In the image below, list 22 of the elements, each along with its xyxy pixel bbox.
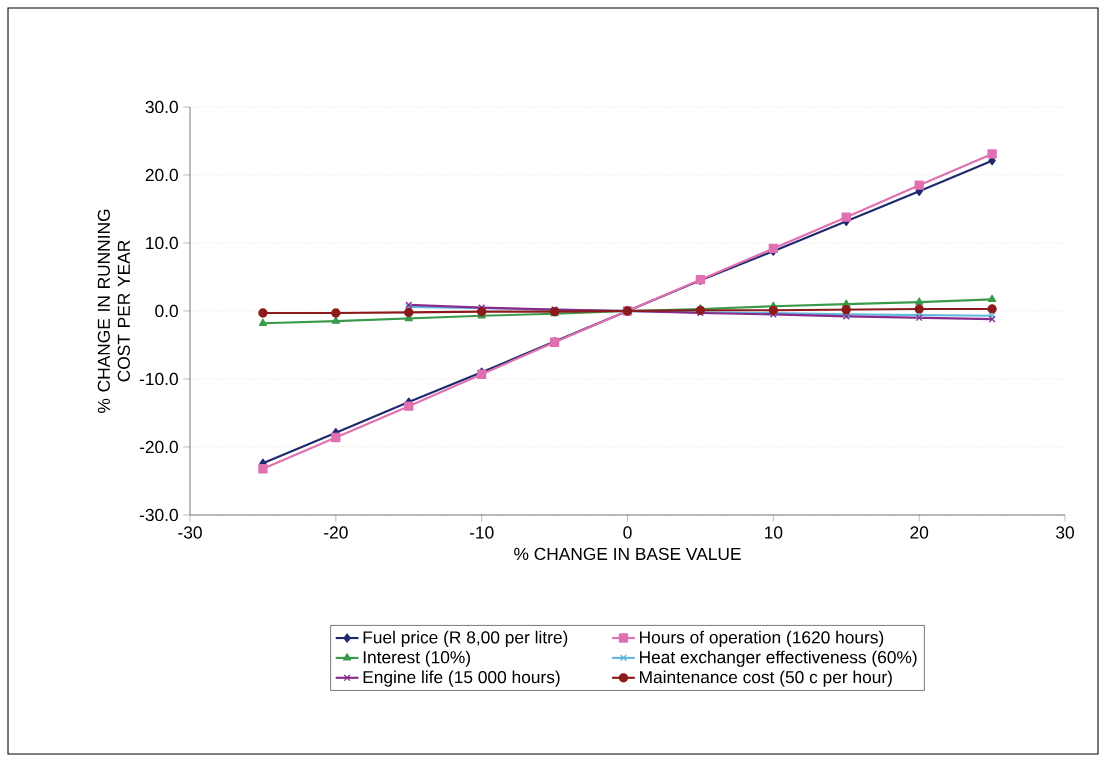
legend-label: Fuel price (R 8,00 per litre) <box>363 630 568 647</box>
legend-label: Interest (10%) <box>363 650 470 667</box>
y-tick-label: 0.0 <box>155 304 178 318</box>
legend-label: Engine life (15 000 hours) <box>363 670 560 687</box>
x-tick-label: 0 <box>623 526 632 539</box>
y-tick-label: -30.0 <box>139 508 178 522</box>
legend-label: Maintenance cost (50 c per hour) <box>640 670 892 687</box>
x-tick-label: -10 <box>469 526 494 539</box>
x-tick-label: -20 <box>324 526 348 539</box>
x-tick-label: 10 <box>765 526 783 539</box>
y-tick-label: 30.0 <box>145 100 178 114</box>
x-tick-label: 30 <box>1056 526 1074 539</box>
legend-label: Heat exchanger effectiveness (60%) <box>640 650 917 667</box>
y-tick-label: 10.0 <box>146 236 178 250</box>
legend-label: Hours of operation (1620 hours) <box>640 630 884 647</box>
y-axis-title: % CHANGE IN RUNNING COST PER YEAR <box>97 209 130 413</box>
y-tick-label: -10.0 <box>139 372 178 386</box>
x-tick-label: 20 <box>910 526 929 539</box>
y-tick-label: 20.0 <box>145 168 178 182</box>
y-tick-label: -20.0 <box>139 440 178 454</box>
x-axis-title: % CHANGE IN BASE VALUE <box>514 547 741 561</box>
x-tick-label: -30 <box>178 526 202 539</box>
